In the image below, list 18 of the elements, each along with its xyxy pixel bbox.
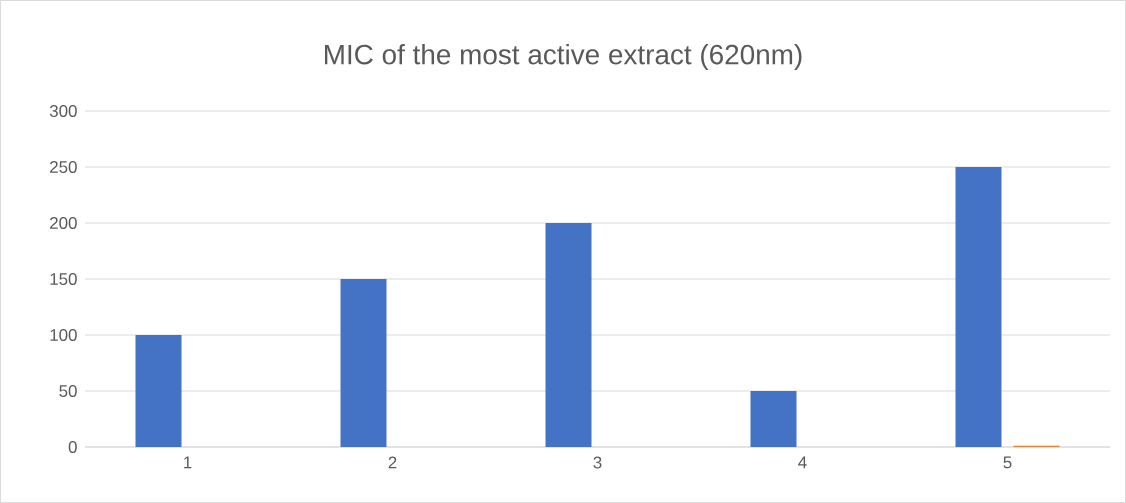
x-tick-label: 3 bbox=[593, 456, 602, 469]
chart-title: MIC of the most active extract (620nm) bbox=[324, 44, 802, 70]
bar bbox=[340, 278, 387, 447]
x-tick-label: 4 bbox=[798, 456, 807, 469]
bar bbox=[545, 222, 592, 447]
bar bbox=[955, 166, 1002, 447]
y-tick-label: 50 bbox=[59, 384, 77, 397]
y-tick-label: 200 bbox=[50, 216, 77, 229]
bar bbox=[750, 390, 797, 447]
x-tick-label: 2 bbox=[388, 456, 397, 469]
x-tick-label: 1 bbox=[184, 456, 192, 469]
y-tick-label: 0 bbox=[68, 440, 77, 453]
y-tick-label: 100 bbox=[50, 328, 77, 341]
y-tick-label: 300 bbox=[49, 104, 77, 117]
y-tick-label: 250 bbox=[50, 160, 77, 173]
bar bbox=[135, 334, 182, 447]
y-tick-label: 150 bbox=[50, 272, 77, 285]
x-tick-label: 5 bbox=[1003, 456, 1012, 469]
